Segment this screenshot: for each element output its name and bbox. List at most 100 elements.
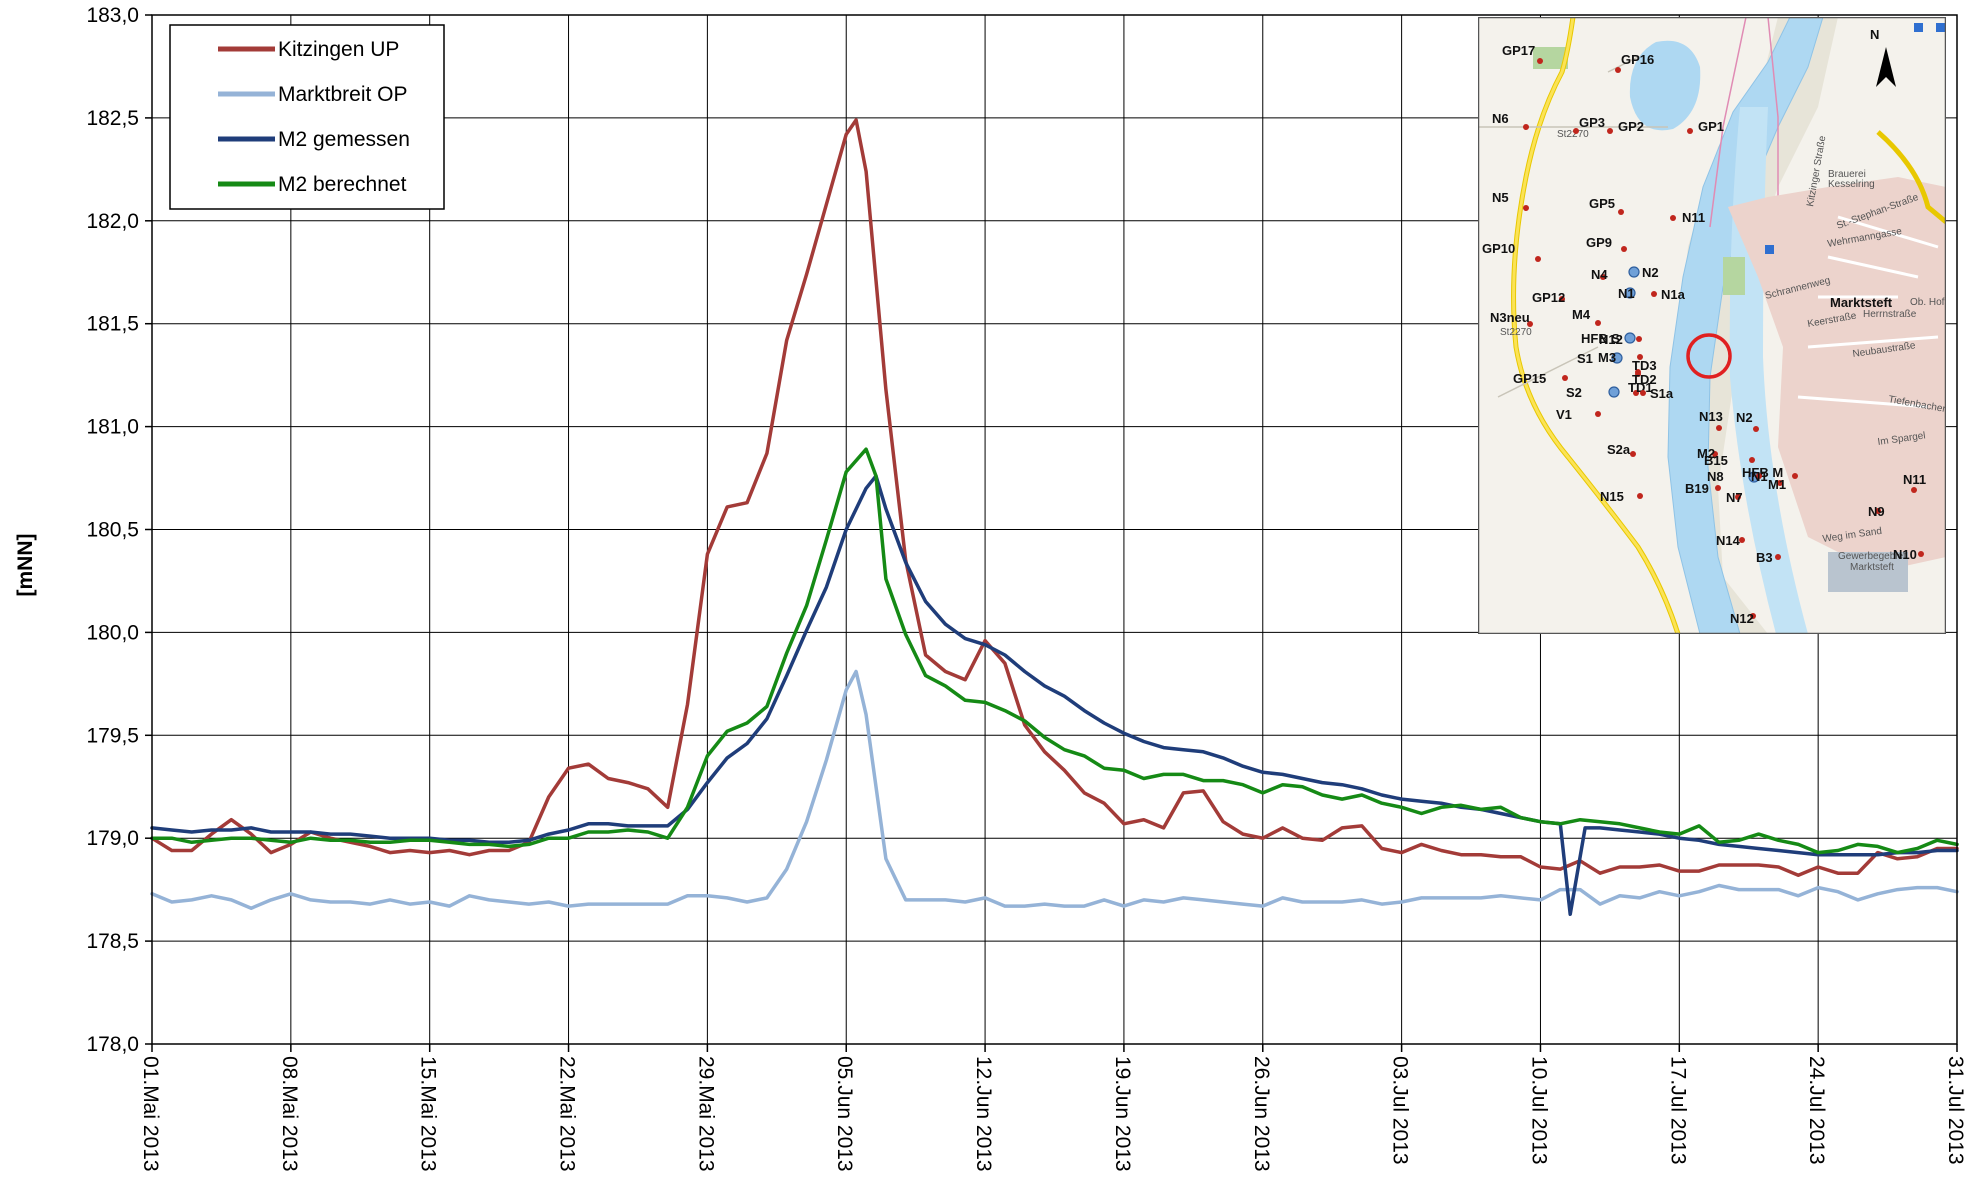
map-point-label: B15 [1704,453,1728,468]
map-point-label: N1 [1618,286,1635,301]
map-point-label: GP9 [1586,235,1612,250]
parking-icon [1765,245,1774,254]
parking-icon [1936,23,1945,32]
map-point-marker [1636,336,1642,342]
x-tick-label: 22.Mai 2013 [556,1056,579,1172]
x-tick-label: 12.Jun 2013 [972,1056,995,1172]
y-axis-ticks: 183,0 182,5 182,0 181,5 181,0 180,5 180,0 179,5… [86,4,152,1056]
map-well-marker [1624,332,1636,344]
x-tick-label: 08.Mai 2013 [278,1056,301,1172]
map-point-label: N6 [1492,111,1509,126]
map-point-label: M2 [1697,446,1715,461]
y-tick-label: 178,0 [86,1033,139,1056]
map-point-marker [1775,554,1781,560]
map-point-marker [1615,67,1621,73]
map-point-marker [1750,613,1756,619]
green-area [1723,257,1745,295]
map-point-label: N3neu [1490,310,1530,325]
map-point-label: GP16 [1621,52,1654,67]
map-point-marker [1600,274,1606,280]
map-point-label: M1 [1768,477,1786,492]
map-frame [1478,17,1946,634]
series-lines [150,118,1959,917]
map-point-label: N13 [1699,409,1723,424]
map-point-marker [1756,473,1762,479]
series-line-2 [150,669,1959,910]
inset-map: St2270 St2270 Wehrmanngasse St.-Stephan-… [1478,17,1973,634]
map-well-marker [1628,266,1640,278]
series-line-1 [150,118,1959,877]
map-point-label: S1a [1650,386,1674,401]
legend-label: M2 berechnet [278,173,407,196]
map-point-label: GP5 [1589,196,1615,211]
town-marktsteft [1728,177,1946,572]
town-streets [1797,215,1939,409]
map-point-label: N5 [1492,190,1509,205]
street-label: Kesselring [1828,179,1875,190]
map-point-marker [1918,551,1924,557]
map-point-marker [1595,320,1601,326]
y-tick-label: 181,5 [86,313,139,336]
map-point-marker [1562,375,1568,381]
map-point-marker [1739,537,1745,543]
map-point-marker [1633,390,1639,396]
map-point-marker [1630,451,1636,457]
map-point-marker [1640,390,1646,396]
map-point-label: N8 [1707,469,1724,484]
map-point-marker [1595,411,1601,417]
map-point-marker [1911,487,1917,493]
map-point-label: N11 [1682,210,1705,225]
map-point-marker [1716,425,1722,431]
map-point-label: TD1 [1628,380,1653,395]
map-point-label: S1 [1577,351,1593,366]
map-point-label: N14 [1716,533,1741,548]
bypass-road [1876,130,1946,224]
map-point-label: HFB S [1581,331,1620,346]
map-boundary-line [1709,17,1747,228]
map-point-label: N9 [1868,504,1885,519]
x-tick-label: 19.Jun 2013 [1111,1056,1134,1172]
map-point-marker [1670,215,1676,221]
map-point-marker [1749,457,1755,463]
map-point-label: M4 [1572,307,1591,322]
map-point-marker [1535,256,1541,262]
x-tick-label: 24.Jul 2013 [1805,1056,1828,1165]
map-point-marker [1635,371,1641,377]
map-point-label: N1 [1751,469,1768,484]
x-tick-label: 05.Jun 2013 [833,1056,856,1172]
map-point-label: N1a [1661,287,1686,302]
x-tick-label: 15.Mai 2013 [417,1056,440,1172]
x-tick-label: 01.Mai 2013 [139,1056,162,1172]
map-point-marker [1753,426,1759,432]
y-tick-label: 183,0 [86,4,139,27]
street-label: St2270 [1500,327,1532,338]
map-point-marker [1712,451,1718,457]
map-point-marker [1687,128,1693,134]
street-label: Ob. Hofstraße [1910,297,1973,308]
y-tick-label: 178,5 [86,930,139,953]
map-point-label: N10 [1893,547,1917,562]
map-point-label: TD2 [1632,372,1657,387]
x-tick-label: 31.Jul 2013 [1944,1056,1967,1165]
map-point-label: TD3 [1632,358,1657,373]
map-point-label: GP10 [1482,241,1515,256]
legend-label: Marktbreit OP [278,83,408,106]
map-point-label: GP12 [1532,290,1565,305]
legend-box [169,24,445,210]
map-point-label: N12 [1599,332,1623,347]
map-point-label: N15 [1600,489,1624,504]
series-line-3 [150,474,1959,917]
x-tick-label: 26.Jun 2013 [1250,1056,1273,1172]
map-well-marker [1624,287,1636,299]
map-point-label: N2 [1736,410,1753,425]
map-point-label: N7 [1726,490,1743,505]
map-point-label: GP15 [1513,371,1546,386]
m2-highlight-circle [1686,333,1732,379]
map-point-label: GP2 [1618,119,1644,134]
map-point-marker [1875,508,1881,514]
y-tick-label: 181,0 [86,416,139,439]
map-point-marker [1715,485,1721,491]
industrial-area [1828,552,1908,592]
map-point-marker [1777,480,1783,486]
map-point-marker [1607,128,1613,134]
